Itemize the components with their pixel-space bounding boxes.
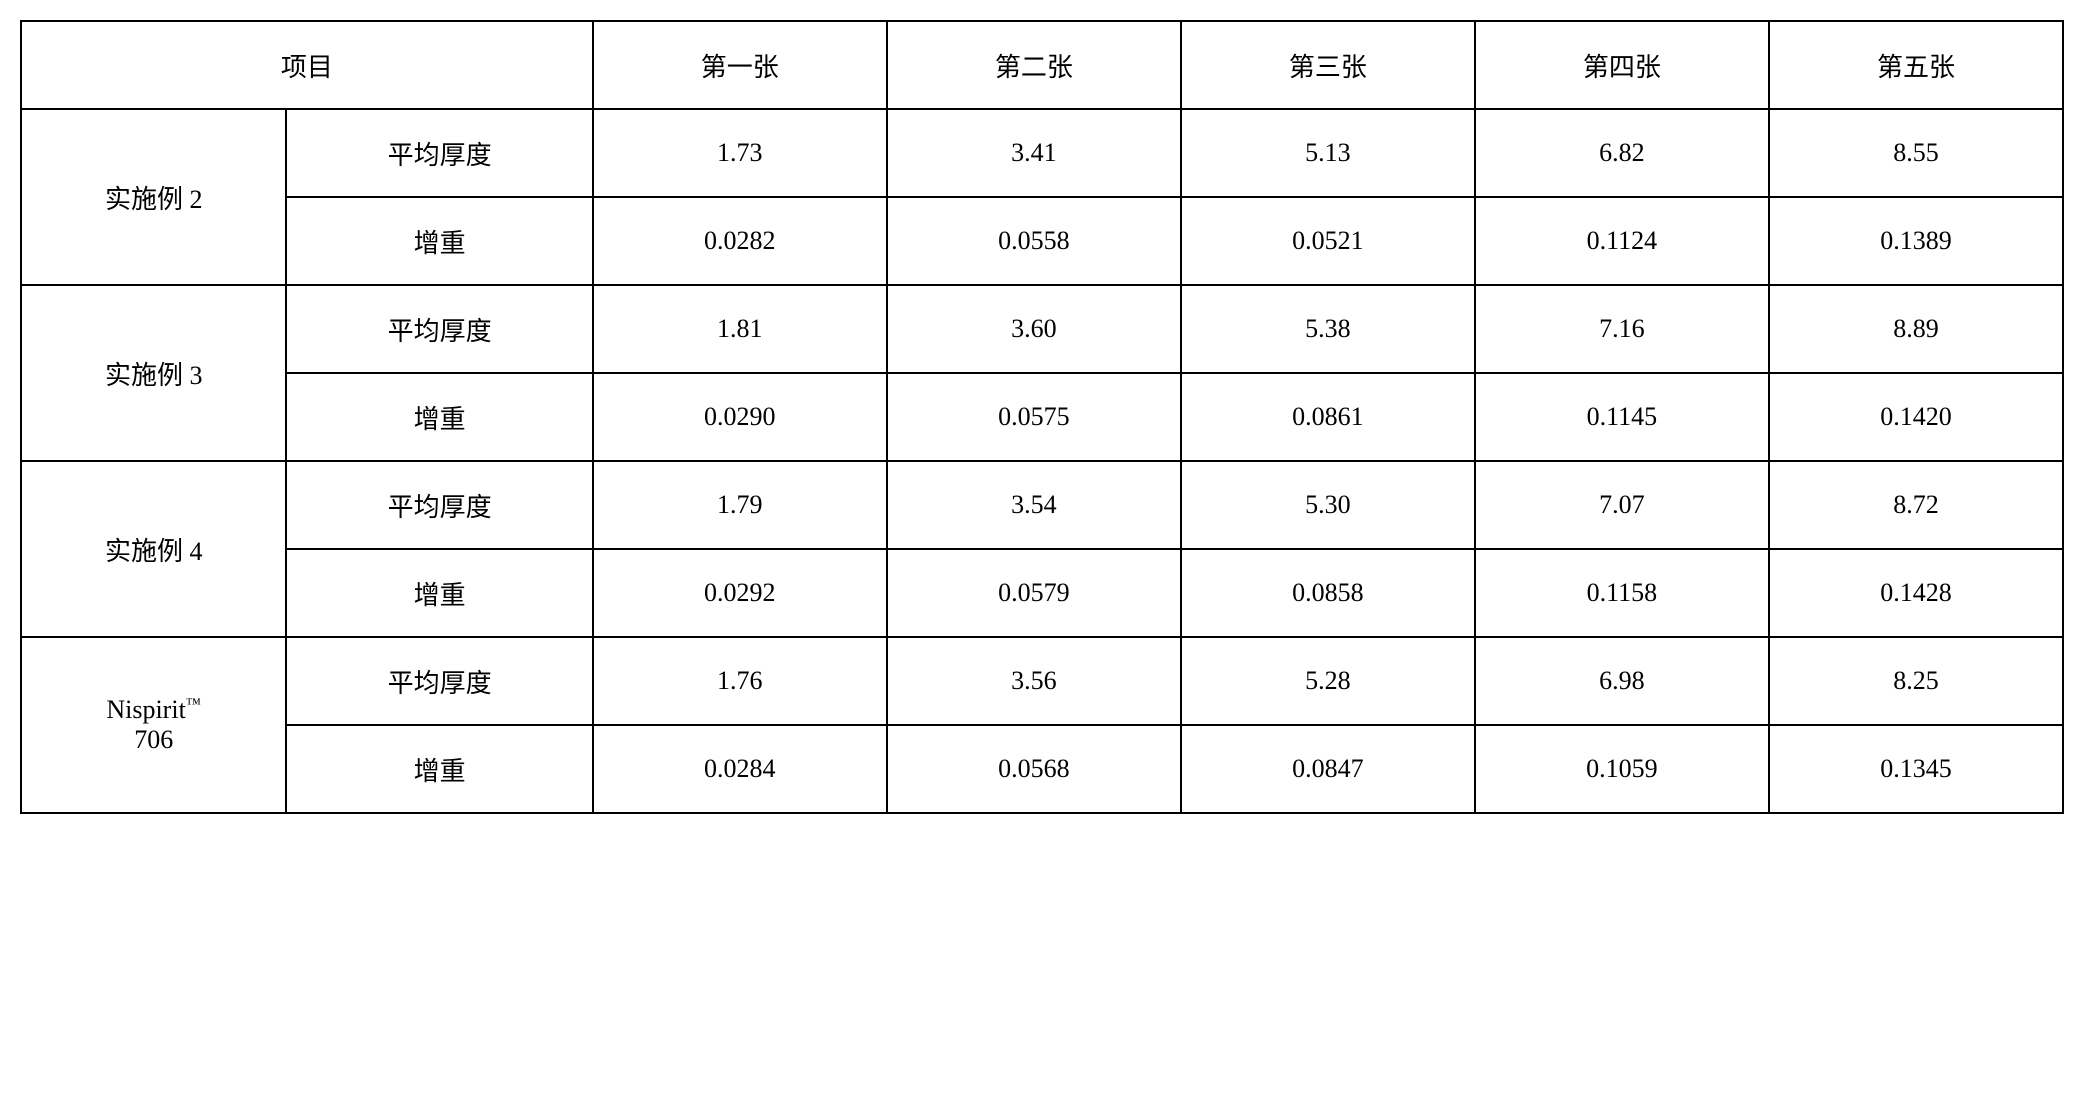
cell: 0.0292: [593, 549, 887, 637]
cell: 1.73: [593, 109, 887, 197]
table-row: 增重 0.0290 0.0575 0.0861 0.1145 0.1420: [21, 373, 2063, 461]
cell: 0.0847: [1181, 725, 1475, 813]
cell: 7.07: [1475, 461, 1769, 549]
cell: 1.76: [593, 637, 887, 725]
table-row: 增重 0.0292 0.0579 0.0858 0.1158 0.1428: [21, 549, 2063, 637]
metric-weight: 增重: [286, 725, 592, 813]
cell: 0.1158: [1475, 549, 1769, 637]
cell: 8.55: [1769, 109, 2063, 197]
cell: 3.56: [887, 637, 1181, 725]
metric-thickness: 平均厚度: [286, 109, 592, 197]
cell: 5.38: [1181, 285, 1475, 373]
header-col-4: 第四张: [1475, 21, 1769, 109]
cell: 3.41: [887, 109, 1181, 197]
metric-weight: 增重: [286, 373, 592, 461]
cell: 0.0558: [887, 197, 1181, 285]
group-label-ex4: 实施例 4: [21, 461, 286, 637]
brand-suffix: 706: [134, 725, 173, 754]
cell: 0.1345: [1769, 725, 2063, 813]
cell: 0.1420: [1769, 373, 2063, 461]
header-col-1: 第一张: [593, 21, 887, 109]
cell: 3.54: [887, 461, 1181, 549]
cell: 5.13: [1181, 109, 1475, 197]
header-col-5: 第五张: [1769, 21, 2063, 109]
metric-thickness: 平均厚度: [286, 285, 592, 373]
cell: 8.72: [1769, 461, 2063, 549]
header-col-3: 第三张: [1181, 21, 1475, 109]
cell: 0.1059: [1475, 725, 1769, 813]
table-row: 实施例 3 平均厚度 1.81 3.60 5.38 7.16 8.89: [21, 285, 2063, 373]
metric-weight: 增重: [286, 549, 592, 637]
table-row: 实施例 4 平均厚度 1.79 3.54 5.30 7.07 8.72: [21, 461, 2063, 549]
cell: 0.0575: [887, 373, 1181, 461]
cell: 1.81: [593, 285, 887, 373]
group-label-ex2: 实施例 2: [21, 109, 286, 285]
metric-weight: 增重: [286, 197, 592, 285]
metric-thickness: 平均厚度: [286, 637, 592, 725]
cell: 0.1124: [1475, 197, 1769, 285]
cell: 6.98: [1475, 637, 1769, 725]
cell: 0.1145: [1475, 373, 1769, 461]
cell: 0.0861: [1181, 373, 1475, 461]
header-item-label: 项目: [21, 21, 593, 109]
cell: 5.30: [1181, 461, 1475, 549]
cell: 0.1389: [1769, 197, 2063, 285]
cell: 1.79: [593, 461, 887, 549]
cell: 0.0284: [593, 725, 887, 813]
metric-thickness: 平均厚度: [286, 461, 592, 549]
cell: 0.0290: [593, 373, 887, 461]
table-row: Nispirit™ 706 平均厚度 1.76 3.56 5.28 6.98 8…: [21, 637, 2063, 725]
cell: 8.25: [1769, 637, 2063, 725]
table-row: 增重 0.0284 0.0568 0.0847 0.1059 0.1345: [21, 725, 2063, 813]
table-row: 增重 0.0282 0.0558 0.0521 0.1124 0.1389: [21, 197, 2063, 285]
group-label-ex3: 实施例 3: [21, 285, 286, 461]
cell: 0.0858: [1181, 549, 1475, 637]
trademark-icon: ™: [186, 695, 201, 712]
cell: 5.28: [1181, 637, 1475, 725]
cell: 0.0568: [887, 725, 1181, 813]
cell: 8.89: [1769, 285, 2063, 373]
cell: 0.1428: [1769, 549, 2063, 637]
table-header-row: 项目 第一张 第二张 第三张 第四张 第五张: [21, 21, 2063, 109]
cell: 0.0579: [887, 549, 1181, 637]
table-row: 实施例 2 平均厚度 1.73 3.41 5.13 6.82 8.55: [21, 109, 2063, 197]
cell: 6.82: [1475, 109, 1769, 197]
brand-prefix: Nispirit: [106, 695, 185, 724]
data-table: 项目 第一张 第二张 第三张 第四张 第五张 实施例 2 平均厚度 1.73 3…: [20, 20, 2064, 814]
cell: 3.60: [887, 285, 1181, 373]
header-col-2: 第二张: [887, 21, 1181, 109]
cell: 7.16: [1475, 285, 1769, 373]
cell: 0.0282: [593, 197, 887, 285]
cell: 0.0521: [1181, 197, 1475, 285]
group-label-nispirit: Nispirit™ 706: [21, 637, 286, 813]
